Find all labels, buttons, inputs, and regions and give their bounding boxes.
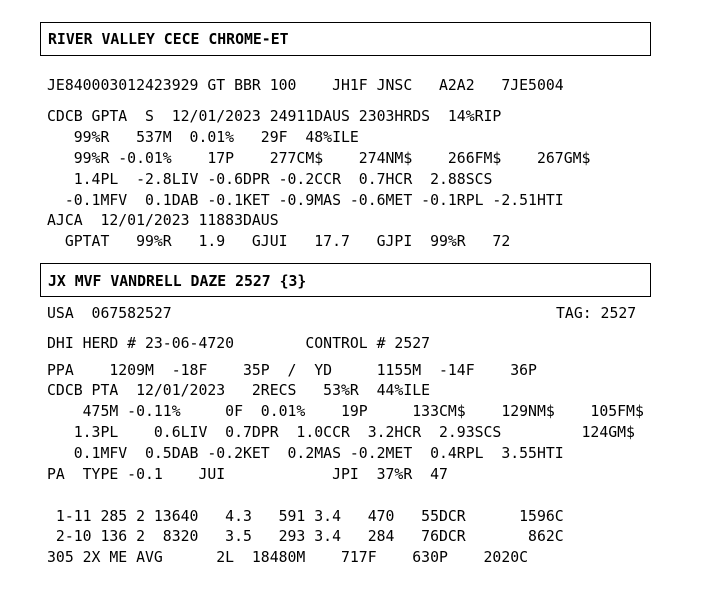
cow-header-box: JX MVF VANDRELL DAZE 2527 {3} — [40, 263, 651, 297]
lactation-average: 305 2X ME AVG 2L 18480M 717F 630P 2020C — [47, 549, 529, 566]
sire-ajca-line: AJCA 12/01/2023 11883DAUS — [47, 212, 279, 229]
cow-pta-line-3: 1.3PL 0.6LIV 0.7DPR 1.0CCR 3.2HCR 2.93SC… — [47, 424, 635, 441]
cow-name: JX MVF VANDRELL DAZE 2527 {3} — [48, 273, 307, 290]
sire-name: RIVER VALLEY CECE CHROME-ET — [48, 31, 289, 48]
cow-pta-line-2: 475M -0.11% 0F 0.01% 19P 133CM$ 129NM$ 1… — [47, 403, 644, 420]
sire-ids: JE840003012423929 GT BBR 100 JH1F JNSC A… — [47, 77, 564, 94]
sire-gpta-line-4: 1.4PL -2.8LIV -0.6DPR -0.2CCR 0.7HCR 2.8… — [47, 171, 493, 188]
cow-usa-id: USA 067582527 — [47, 305, 172, 322]
cow-pta-line-4: 0.1MFV 0.5DAB -0.2KET 0.2MAS -0.2MET 0.4… — [47, 445, 564, 462]
lactation-record-1: 1-11 285 2 13640 4.3 591 3.4 470 55DCR 1… — [47, 508, 564, 525]
cow-tag: TAG: 2527 — [556, 305, 637, 322]
cow-pta-line-1: CDCB PTA 12/01/2023 2RECS 53%R 44%ILE — [47, 382, 431, 399]
sire-gpta-line-1: CDCB GPTA S 12/01/2023 24911DAUS 2303HRD… — [47, 108, 502, 125]
cow-herd-control: DHI HERD # 23-06-4720 CONTROL # 2527 — [47, 335, 431, 352]
sire-gptat-line: GPTAT 99%R 1.9 GJUI 17.7 GJPI 99%R 72 — [47, 233, 511, 250]
sire-header-box: RIVER VALLEY CECE CHROME-ET — [40, 22, 651, 56]
cow-ppa-line: PPA 1209M -18F 35P / YD 1155M -14F 36P — [47, 362, 537, 379]
sire-gpta-line-2: 99%R 537M 0.01% 29F 48%ILE — [47, 129, 359, 146]
cow-pa-line: PA TYPE -0.1 JUI JPI 37%R 47 — [47, 466, 448, 483]
sire-gpta-line-5: -0.1MFV 0.1DAB -0.1KET -0.9MAS -0.6MET -… — [47, 192, 564, 209]
lactation-record-2: 2-10 136 2 8320 3.5 293 3.4 284 76DCR 86… — [47, 528, 564, 545]
sire-gpta-line-3: 99%R -0.01% 17P 277CM$ 274NM$ 266FM$ 267… — [47, 150, 591, 167]
